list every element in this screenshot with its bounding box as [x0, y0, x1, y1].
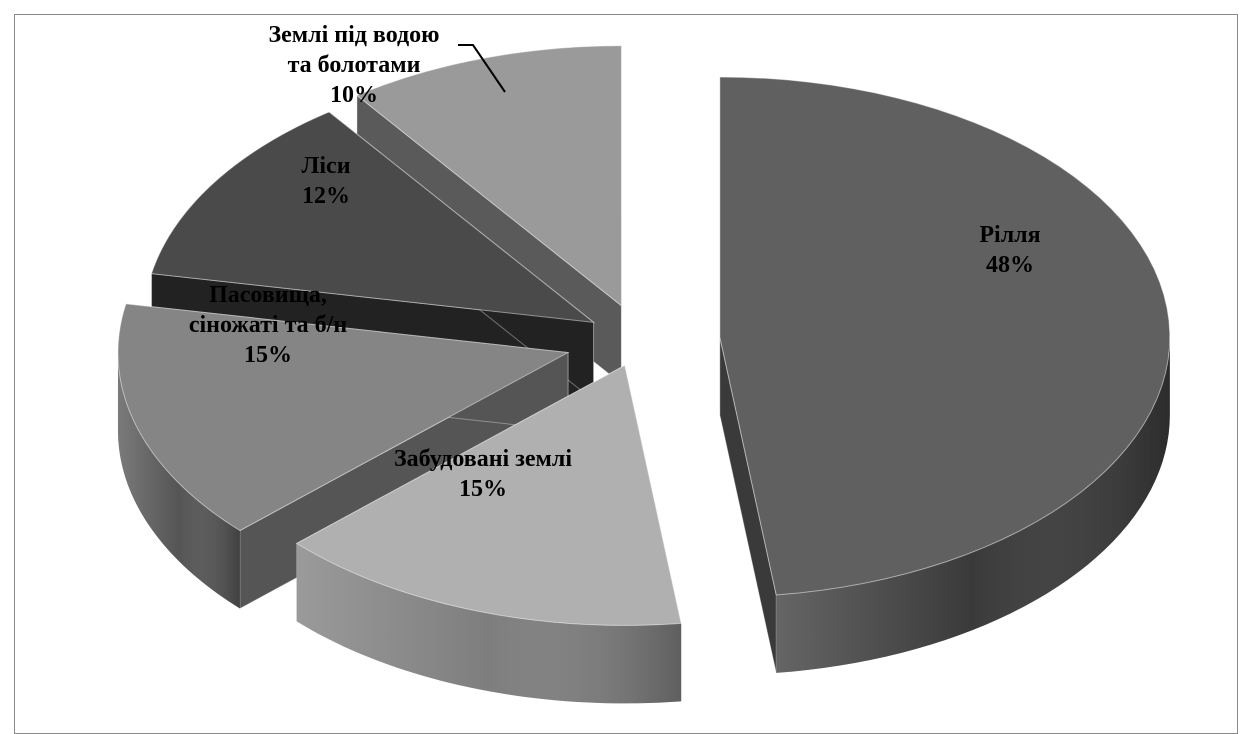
data-label-line: Землі під водою: [268, 22, 439, 48]
data-label-line: 15%: [459, 476, 507, 502]
data-label-line: 10%: [330, 82, 378, 108]
data-label: Рілля 48%: [979, 222, 1040, 278]
data-label-line: Рілля: [979, 222, 1040, 248]
pie-slice: [295, 364, 682, 704]
data-labels: Рілля 48% Забудовані землі 15% Пасовища, сіно…: [189, 22, 1041, 502]
slice-top-face: [295, 364, 682, 626]
data-label-line: 15%: [244, 342, 292, 368]
data-label: Ліси 12%: [301, 153, 350, 209]
slice-wall-shade: [776, 336, 1170, 673]
slice-wall-shade: [296, 543, 682, 704]
slice-top-face: [150, 111, 596, 324]
data-label-line: 12%: [302, 183, 350, 209]
leader-line: [458, 44, 506, 93]
slice-top-face: [117, 303, 570, 532]
data-label-line: сіножаті та б/н: [189, 312, 348, 338]
pie-slices: [117, 45, 1171, 704]
slice-top-face: [719, 76, 1171, 596]
data-label-line: 48%: [986, 252, 1034, 278]
data-label-line: Ліси: [301, 153, 350, 179]
data-label-line: Забудовані землі: [394, 446, 572, 472]
data-label: Забудовані землі 15%: [394, 446, 572, 502]
slice-wall-shade: [117, 352, 240, 609]
data-label-line: та болотами: [288, 52, 421, 78]
data-label: Землі під водою та болотами 10%: [268, 22, 439, 108]
data-label-line: Пасовища,: [209, 282, 327, 308]
pie-slice: [719, 76, 1171, 674]
data-label: Пасовища, сіножаті та б/н 15%: [189, 282, 348, 368]
